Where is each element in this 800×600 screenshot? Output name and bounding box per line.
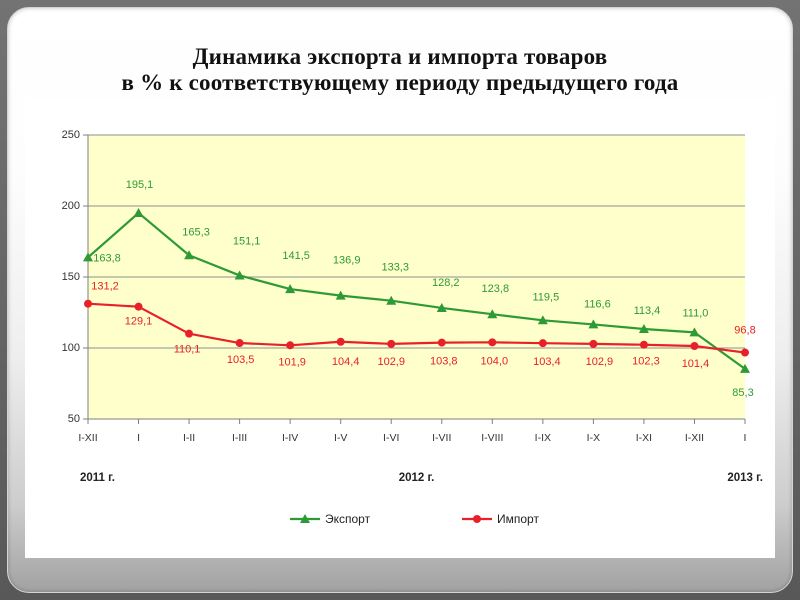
x-tick-label: I-X: [587, 432, 600, 444]
export-data-label: 165,3: [182, 226, 210, 238]
export-data-label: 111,0: [683, 307, 709, 319]
year-label: 2011 г.: [80, 472, 115, 484]
import-point-marker: [741, 348, 749, 357]
import-point-marker: [134, 302, 143, 311]
y-tick-label: 50: [68, 413, 80, 425]
import-data-label: 103,8: [430, 356, 458, 368]
import-point-marker: [690, 342, 699, 351]
export-point-marker: [335, 290, 346, 300]
x-tick-label: I: [744, 432, 747, 444]
x-tick-label: I-IX: [535, 432, 551, 444]
export-data-label: 85,3: [732, 387, 753, 399]
year-label: 2012 г.: [399, 472, 435, 484]
export-data-label: 163,8: [93, 252, 121, 264]
import-data-label: 96,8: [734, 325, 755, 337]
import-data-label: 104,4: [332, 356, 360, 368]
import-series-line: [87, 302, 746, 354]
import-point-marker: [589, 339, 598, 348]
import-point-marker: [286, 341, 295, 350]
import-data-label: 102,9: [377, 356, 405, 368]
export-data-label: 133,3: [381, 262, 409, 274]
import-data-label: 110,1: [174, 344, 201, 356]
import-data-label: 131,2: [91, 281, 119, 293]
export-point-marker: [285, 284, 296, 294]
export-data-label: 195,1: [126, 179, 154, 191]
import-point-marker: [488, 338, 497, 347]
export-point-marker: [689, 327, 700, 337]
legend-triangle-marker-icon: [300, 514, 310, 523]
x-tick-label: I-XII: [685, 432, 704, 444]
import-point-marker: [235, 339, 244, 348]
y-tick-label: 150: [62, 271, 80, 283]
export-point-marker: [133, 207, 144, 217]
import-data-label: 103,5: [227, 354, 255, 366]
import-data-label: 103,4: [533, 356, 561, 368]
export-point-marker: [386, 295, 397, 305]
legend-label: Экспорт: [325, 512, 371, 526]
x-tick-label: I-II: [183, 432, 195, 444]
x-tick-label: I-XII: [78, 432, 97, 444]
export-point-marker: [83, 252, 93, 262]
import-data-label: 102,9: [586, 356, 614, 368]
export-data-label: 113,4: [634, 305, 661, 317]
import-point-marker: [387, 339, 396, 348]
year-label: 2013 г.: [727, 472, 763, 484]
x-tick-label: I-VIII: [481, 432, 503, 444]
export-point-marker: [588, 319, 599, 329]
x-tick-label: I-VI: [383, 432, 399, 444]
export-point-marker: [487, 309, 498, 319]
x-tick-label: I-IV: [282, 432, 298, 444]
export-point-marker: [740, 363, 750, 373]
legend-item-export: Экспорт: [290, 512, 371, 526]
y-tick-label: 100: [62, 342, 80, 354]
legend-item-import: Импорт: [462, 512, 539, 526]
export-data-label: 123,8: [482, 283, 510, 295]
import-point-marker: [437, 338, 446, 347]
export-point-marker: [638, 323, 649, 333]
legend: Экспорт Импорт: [290, 512, 539, 526]
import-point-marker: [538, 339, 547, 348]
import-point-marker: [639, 340, 648, 349]
export-data-label: 119,5: [532, 291, 559, 303]
export-data-label: 136,9: [333, 255, 361, 267]
chart-title: Динамика экспорта и импорта товаров: [192, 44, 608, 69]
chart-subtitle: в % к соответствующему периоду предыдуще…: [121, 70, 679, 95]
legend-label: Импорт: [497, 512, 539, 526]
export-point-marker: [537, 315, 548, 325]
import-point-marker: [185, 329, 194, 338]
y-tick-label: 200: [62, 200, 80, 212]
import-data-label: 101,4: [682, 358, 710, 370]
x-tick-label: I-V: [334, 432, 347, 444]
x-tick-label: I-XI: [636, 432, 652, 444]
export-data-label: 116,6: [584, 298, 611, 310]
export-series-line: [87, 211, 746, 370]
legend-circle-marker-icon: [473, 515, 481, 523]
import-data-label: 101,9: [278, 356, 306, 368]
x-tick-label: I-III: [232, 432, 247, 444]
x-tick-label: I: [137, 432, 140, 444]
import-data-label: 129,1: [125, 316, 153, 328]
import-data-label: 102,3: [632, 356, 660, 368]
export-data-label: 128,2: [432, 277, 460, 289]
import-data-label: 104,0: [481, 355, 509, 367]
export-point-marker: [184, 250, 195, 260]
import-point-marker: [336, 337, 345, 346]
import-point-marker: [84, 299, 92, 308]
slide-title: Динамика экспорта и импорта товаров в % …: [8, 44, 792, 96]
export-data-label: 141,5: [282, 250, 310, 262]
export-point-marker: [436, 302, 447, 312]
export-point-marker: [234, 270, 245, 280]
chart-panel: 50 100 150 200 250 I-XII I I-II I-III I-IV I-V I-VI…: [25, 98, 775, 558]
export-data-label: 151,1: [233, 235, 261, 247]
y-tick-label: 250: [62, 129, 80, 141]
x-tick-label: I-VII: [432, 432, 451, 444]
